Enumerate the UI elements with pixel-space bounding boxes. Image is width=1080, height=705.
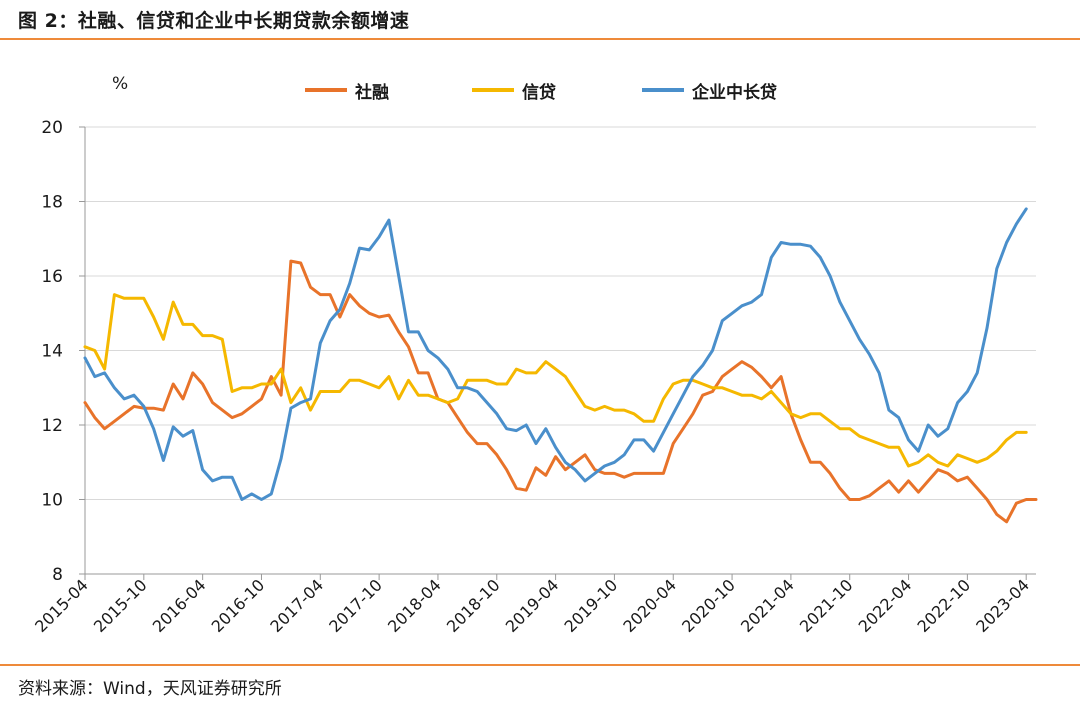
x-tick-label: 2015-10 bbox=[90, 575, 151, 636]
y-tick-label: 10 bbox=[41, 491, 63, 511]
top-rule bbox=[0, 38, 1080, 40]
x-tick-label: 2021-04 bbox=[737, 575, 798, 636]
x-tick-label: 2019-04 bbox=[502, 575, 563, 636]
legend-label-社融: 社融 bbox=[355, 82, 389, 103]
series-line-社融 bbox=[83, 259, 1038, 524]
legend-swatch-信贷 bbox=[472, 88, 514, 92]
legend-label-企业中长贷: 企业中长贷 bbox=[692, 82, 777, 103]
x-tick-label: 2020-10 bbox=[678, 575, 739, 636]
x-tick-label: 2020-04 bbox=[619, 575, 680, 636]
legend-item-社融: 社融 bbox=[305, 78, 389, 103]
legend-label-信贷: 信贷 bbox=[522, 82, 556, 103]
legend-item-信贷: 信贷 bbox=[472, 78, 556, 103]
x-tick-label: 2021-10 bbox=[796, 575, 857, 636]
figure-title: 图 2：社融、信贷和企业中长期贷款余额增速 bbox=[18, 10, 410, 32]
y-axis-unit-label: % bbox=[112, 74, 129, 94]
x-tick-label: 2019-10 bbox=[561, 575, 622, 636]
x-tick-label: 2022-04 bbox=[855, 575, 916, 636]
y-tick-label: 16 bbox=[41, 267, 63, 287]
source-note: 资料来源：Wind，天风证券研究所 bbox=[18, 679, 282, 699]
x-tick-label: 2018-04 bbox=[384, 575, 445, 636]
x-tick-label: 2017-04 bbox=[266, 575, 327, 636]
bottom-rule bbox=[0, 664, 1080, 666]
x-tick-label: 2022-10 bbox=[913, 575, 974, 636]
x-tick-label: 2018-10 bbox=[443, 575, 504, 636]
y-tick-label: 14 bbox=[41, 342, 63, 362]
y-tick-label: 8 bbox=[52, 565, 63, 585]
series-line-信贷 bbox=[83, 293, 1028, 468]
legend-item-企业中长贷: 企业中长贷 bbox=[642, 78, 777, 103]
x-tick-label: 2023-04 bbox=[972, 575, 1033, 636]
y-tick-label: 18 bbox=[41, 193, 63, 213]
x-tick-label: 2016-04 bbox=[149, 575, 210, 636]
x-tick-label: 2017-10 bbox=[325, 575, 386, 636]
series-line-企业中长贷 bbox=[83, 207, 1028, 501]
legend-swatch-社融 bbox=[305, 88, 347, 92]
line-chart: 81012141618202015-042015-102016-042016-1… bbox=[31, 118, 1038, 636]
y-tick-label: 12 bbox=[41, 416, 63, 436]
legend-swatch-企业中长贷 bbox=[642, 88, 684, 92]
x-tick-label: 2016-10 bbox=[208, 575, 269, 636]
y-tick-label: 20 bbox=[41, 118, 63, 138]
